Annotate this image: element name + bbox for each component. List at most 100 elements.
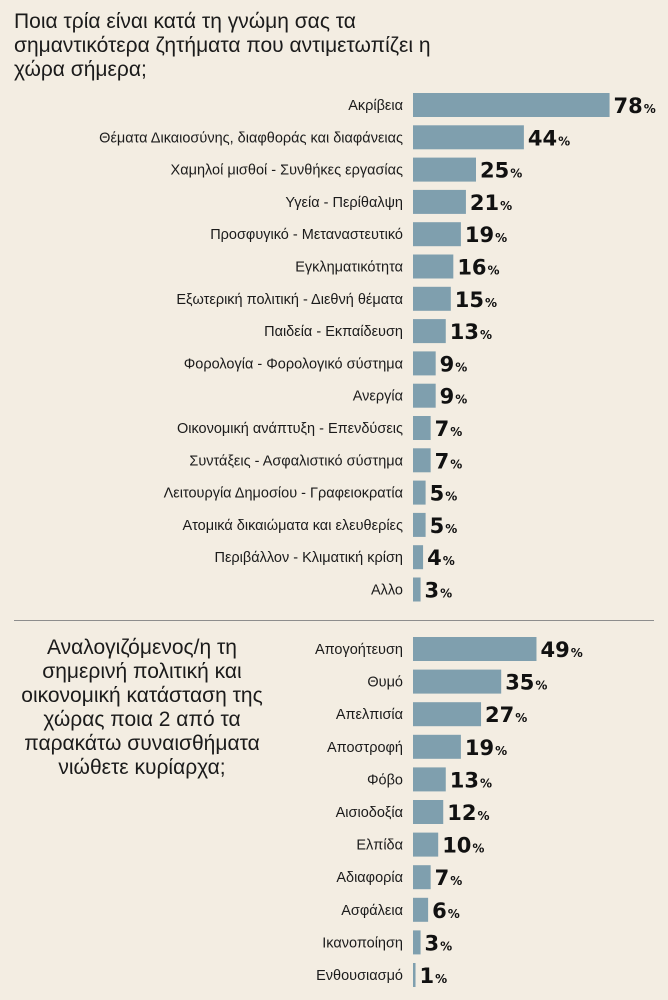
value-number: 27 <box>485 703 514 727</box>
bar <box>413 702 482 727</box>
bar <box>413 669 502 694</box>
category-label: Ακρίβεια <box>348 98 403 114</box>
bar <box>413 897 429 922</box>
value-number: 10 <box>442 834 471 858</box>
value-unit: % <box>535 679 547 693</box>
bar <box>413 286 451 311</box>
value-unit: % <box>472 842 484 856</box>
category-label: Οικονομική ανάπτυξη - Επενδύσεις <box>177 421 403 437</box>
category-label: Αλλο <box>371 583 403 599</box>
category-label: Απογοήτευση <box>315 642 403 658</box>
value-unit: % <box>558 134 570 148</box>
value-number: 35 <box>505 671 534 695</box>
bar <box>413 189 466 214</box>
bar <box>413 800 444 824</box>
category-label: Θυμό <box>367 675 403 691</box>
value-unit: % <box>485 296 497 310</box>
value-number: 19 <box>465 223 494 247</box>
value-number: 9 <box>440 352 455 376</box>
category-label: Παιδεία - Εκπαίδευση <box>264 324 403 340</box>
value-number: 7 <box>435 417 450 441</box>
bar <box>413 254 454 279</box>
category-label: Αισιοδοξία <box>336 805 403 821</box>
chart-1: Ακρίβεια 78% Θέματα Δικαιοσύνης, διαφθοράς… <box>99 93 656 603</box>
bar <box>413 832 439 857</box>
value-label: 3% <box>425 579 453 603</box>
value-label: 16% <box>457 256 499 280</box>
value-unit: % <box>495 231 507 245</box>
category-label: Περιβάλλον - Κλιματική κρίση <box>214 550 403 566</box>
bar <box>413 480 426 505</box>
value-label: 78% <box>614 94 656 118</box>
value-number: 3 <box>425 931 440 955</box>
value-label: 7% <box>435 417 463 441</box>
value-label: 10% <box>442 834 484 858</box>
value-number: 4 <box>427 546 442 570</box>
value-number: 7 <box>435 866 450 890</box>
value-number: 1 <box>420 964 435 988</box>
value-label: 19% <box>465 223 507 247</box>
value-unit: % <box>445 490 457 504</box>
value-number: 44 <box>528 126 557 150</box>
value-label: 7% <box>435 866 463 890</box>
value-label: 27% <box>485 703 527 727</box>
bar <box>413 930 421 955</box>
category-label: Αδιαφορία <box>336 870 403 886</box>
bar <box>413 734 461 759</box>
value-unit: % <box>571 646 583 660</box>
value-unit: % <box>480 328 492 342</box>
value-unit: % <box>440 939 452 953</box>
value-unit: % <box>488 264 500 278</box>
category-label: Ανεργία <box>353 389 403 405</box>
value-label: 7% <box>435 449 463 473</box>
value-unit: % <box>515 711 527 725</box>
value-number: 49 <box>540 638 569 662</box>
value-number: 12 <box>447 801 476 825</box>
value-label: 5% <box>430 482 458 506</box>
value-unit: % <box>445 522 457 536</box>
value-label: 9% <box>440 385 468 409</box>
bar <box>413 448 431 473</box>
bar <box>413 383 436 408</box>
bar <box>413 416 431 440</box>
value-label: 35% <box>505 671 547 695</box>
value-unit: % <box>455 360 467 374</box>
category-label: Ασφάλεια <box>341 903 403 919</box>
value-unit: % <box>450 457 462 471</box>
value-number: 7 <box>435 449 450 473</box>
category-label: Εγκληματικότητα <box>295 260 403 276</box>
category-label: Αποστροφή <box>327 740 403 756</box>
value-unit: % <box>644 102 656 116</box>
bar <box>413 512 426 537</box>
value-unit: % <box>480 776 492 790</box>
value-label: 6% <box>432 899 460 923</box>
value-label: 1% <box>420 964 448 988</box>
category-label: Θέματα Δικαιοσύνης, διαφθοράς και διαφάν… <box>99 130 403 146</box>
bar <box>413 93 610 117</box>
bar <box>413 767 446 792</box>
value-number: 78 <box>614 94 643 118</box>
value-number: 19 <box>465 736 494 760</box>
value-unit: % <box>500 199 512 213</box>
value-label: 15% <box>455 288 497 312</box>
value-number: 6 <box>432 899 447 923</box>
bar <box>413 222 461 247</box>
category-label: Φόβο <box>367 772 403 788</box>
value-number: 13 <box>450 768 479 792</box>
value-unit: % <box>477 809 489 823</box>
value-label: 44% <box>528 126 570 150</box>
chart-2: Απογοήτευση 49% Θυμό 35% Απελπισία 27% Αποστρο… <box>315 637 583 988</box>
value-label: 19% <box>465 736 507 760</box>
value-unit: % <box>455 393 467 407</box>
category-label: Φορολογία - Φορολογικό σύστημα <box>184 356 403 372</box>
category-label: Ενθουσιασμό <box>316 968 403 984</box>
bar <box>413 865 431 890</box>
value-unit: % <box>443 554 455 568</box>
value-label: 21% <box>470 191 512 215</box>
chart-1-title: Ποια τρία είναι κατά τη γνώμη σας τα σημ… <box>14 10 431 81</box>
value-unit: % <box>435 972 447 986</box>
value-label: 49% <box>540 638 582 662</box>
bar <box>413 637 537 661</box>
